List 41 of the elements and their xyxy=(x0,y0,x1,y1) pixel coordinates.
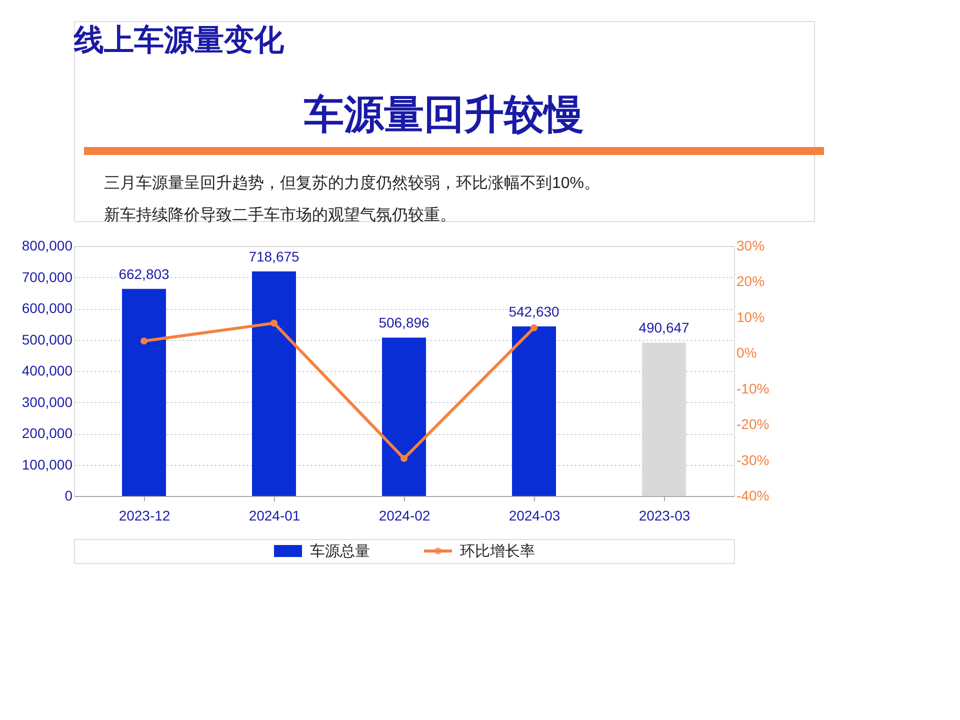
chart-title: 线上车源量变化 xyxy=(73,23,285,57)
y2-tick-label: -40% xyxy=(736,488,770,504)
y2-tick-label: -20% xyxy=(736,416,770,432)
y-tick-label: 0 xyxy=(64,488,73,504)
x-tick-label: 2023-03 xyxy=(638,508,690,524)
x-tick-label: 2024-03 xyxy=(508,508,560,524)
y-tick-label: 300,000 xyxy=(22,394,73,410)
y-tick-label: 800,000 xyxy=(22,238,73,254)
point xyxy=(140,337,148,345)
y-tick-label: 200,000 xyxy=(22,425,73,441)
data-label: 662,803 xyxy=(118,266,170,282)
bar xyxy=(512,326,556,496)
point xyxy=(530,324,538,332)
bar xyxy=(252,271,296,496)
text: 新车持续降价导致二手车市场的观望气氛仍较重。 xyxy=(104,206,456,224)
y2-tick-label: 10% xyxy=(736,308,765,325)
data-label: 718,675 xyxy=(248,248,300,264)
y2-tick-label: 30% xyxy=(736,238,765,254)
x-tick-label: 2024-02 xyxy=(378,508,430,524)
data-label: 506,896 xyxy=(378,314,430,331)
y2-tick-label: 20% xyxy=(736,273,765,290)
y2-tick-label: -10% xyxy=(736,380,770,396)
text: 三月车源量呈回升趋势，但复苏的力度仍然较弱，环比涨幅不到10%。 xyxy=(104,174,600,192)
y-tick-label: 700,000 xyxy=(22,268,73,285)
y-tick-label: 600,000 xyxy=(22,300,73,316)
point xyxy=(270,320,278,327)
y2-tick-label: -30% xyxy=(736,452,770,468)
x-tick-label: 2023-12 xyxy=(118,508,170,524)
legend-label: 环比增长率 xyxy=(460,543,535,560)
legend-label: 车源总量 xyxy=(310,543,370,560)
y-tick-label: 100,000 xyxy=(22,456,73,472)
data-label: 542,630 xyxy=(508,303,560,320)
y-tick-label: 400,000 xyxy=(22,362,73,378)
bar xyxy=(382,338,426,496)
x-tick-label: 2024-01 xyxy=(248,508,300,524)
bar xyxy=(122,288,166,496)
y2-tick-label: 0% xyxy=(736,344,757,361)
data-label: 490,647 xyxy=(638,320,690,336)
point xyxy=(400,454,408,462)
y-tick-label: 500,000 xyxy=(22,331,73,348)
chart-subtitle: 车源量回升较慢 xyxy=(303,93,584,137)
